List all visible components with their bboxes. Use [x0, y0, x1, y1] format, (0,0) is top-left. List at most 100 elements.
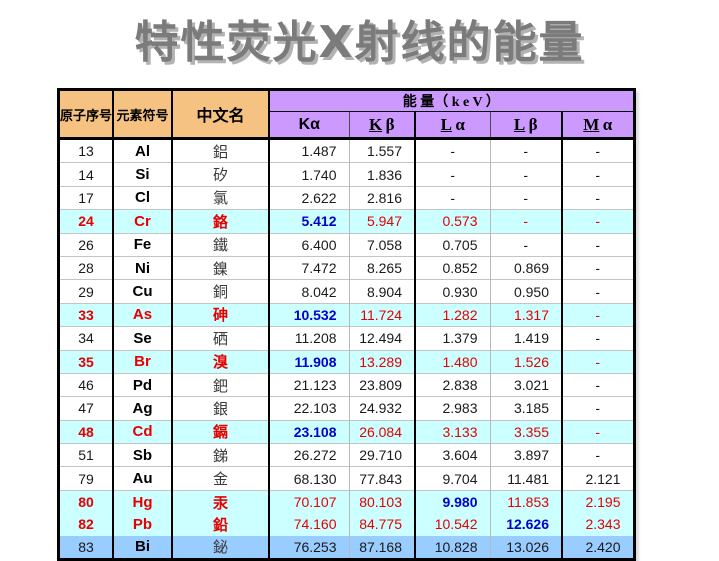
cell-element-symbol: Br — [113, 350, 174, 374]
table-row-fe: 26 Fe 鐵 6.400 7.058 0.705- - — [58, 233, 635, 257]
cell-atomic-number: 82 — [58, 513, 115, 536]
table-row-sb: 51 Sb 銻 26.272 29.710 3.604 3.897 - — [58, 443, 635, 467]
cell-energy-lbeta: - — [490, 186, 564, 210]
cell-energy-lbeta: 1.419 — [490, 326, 564, 351]
cell-energy-kbeta: 11.724 — [349, 303, 417, 327]
cell-chinese-name: 氯 — [172, 186, 271, 210]
cell-energy-lalpha: 2.983 — [415, 396, 491, 421]
cell-chinese-name: 鉛 — [172, 513, 271, 536]
header-element-symbol: 元素符号 — [113, 89, 174, 140]
cell-element-symbol: Ni — [113, 256, 174, 280]
cell-energy-kalpha: 68.130 — [269, 466, 350, 491]
cell-energy-lbeta: - — [490, 138, 564, 163]
cell-atomic-number: 28 — [58, 256, 115, 280]
cell-energy-lalpha: - — [415, 186, 491, 210]
cell-element-symbol: Al — [113, 138, 174, 163]
cell-energy-lalpha: 0.930 — [415, 279, 491, 304]
cell-energy-kalpha: 23.108 — [269, 420, 350, 444]
cell-energy-lalpha: 3.133 — [415, 420, 491, 444]
cell-energy-lalpha: 0.852 — [415, 256, 491, 280]
cell-chinese-name: 矽 — [172, 162, 271, 187]
cell-energy-malpha: - — [595, 447, 601, 464]
cell-energy-kbeta: 8.265 — [349, 256, 417, 280]
header-m-alpha: M α — [562, 111, 635, 140]
cell-energy-lalpha: 10.542 — [415, 513, 491, 536]
cell-chinese-name: 鎳 — [172, 256, 271, 280]
cell-element-symbol: Sb — [113, 443, 174, 467]
cell-chinese-name: 砷 — [172, 303, 271, 327]
cell-energy-malpha: 2.343 — [585, 516, 621, 533]
cell-chinese-name: 鋁 — [172, 138, 271, 163]
table-row-cd: 48 Cd 鎘 23.108 26.084 3.133 3.355 - — [58, 420, 635, 444]
header-row-sub: Kα K β L α L β M α — [59, 111, 635, 140]
cell-energy-lbeta: 11.853 — [490, 490, 564, 514]
cell-energy-kalpha: 21.123 — [269, 373, 350, 397]
table-row-cr: 24 Cr 鉻 5.412 5.947 0.573- - — [58, 209, 635, 234]
cell-energy-lalpha: 0.573 — [415, 209, 491, 234]
cell-energy-kalpha: 7.472 — [269, 256, 350, 280]
table-row-si: 14 Si 矽 1.740 1.836- - - — [58, 162, 635, 187]
cell-chinese-name: 鐵 — [172, 233, 271, 257]
table-row-br: 35 Br 溴 11.908 13.289 1.480 1.526 - — [58, 350, 635, 374]
cell-chinese-name: 鉻 — [172, 209, 271, 234]
energy-table: 原子序号 元素符号 中文名 能 量（ k e V ） Kα K β L α L … — [57, 88, 636, 561]
cell-energy-kalpha: 5.412 — [269, 209, 350, 234]
cell-element-symbol: Se — [113, 326, 174, 351]
table-row-pd: 46 Pd 鈀 21.123 23.809 2.838 3.021 - — [58, 373, 635, 397]
cell-element-symbol: Au — [113, 466, 174, 491]
cell-energy-malpha: - — [595, 400, 601, 417]
cell-energy-kbeta: 84.775 — [349, 513, 417, 536]
cell-energy-kalpha: 11.208 — [269, 326, 350, 351]
cell-energy-malpha: - — [595, 306, 601, 323]
cell-energy-lalpha: 0.705 — [415, 233, 491, 257]
cell-energy-kalpha: 22.103 — [269, 396, 350, 421]
cell-energy-malpha: - — [595, 330, 601, 347]
cell-chinese-name: 硒 — [172, 326, 271, 351]
cell-chinese-name: 金 — [172, 466, 271, 491]
cell-atomic-number: 35 — [58, 350, 115, 374]
cell-atomic-number: 29 — [58, 279, 115, 304]
cell-energy-kbeta: 77.843 — [349, 466, 417, 491]
cell-energy-lalpha: 9.980 — [415, 490, 491, 514]
cell-energy-malpha: - — [595, 213, 601, 230]
cell-energy-lalpha: 2.838 — [415, 373, 491, 397]
cell-atomic-number: 14 — [58, 162, 115, 187]
cell-energy-kalpha: 11.908 — [269, 350, 350, 374]
cell-chinese-name: 銅 — [172, 279, 271, 304]
header-chinese-name: 中文名 — [172, 89, 271, 140]
cell-energy-malpha: - — [595, 236, 601, 253]
table-row-se: 34 Se 硒 11.208 12.494 1.379 1.419 - — [58, 326, 635, 351]
cell-energy-lalpha: 1.480 — [415, 350, 491, 374]
cell-element-symbol: Cl — [113, 186, 174, 210]
header-k-beta: K β — [349, 111, 417, 140]
cell-element-symbol: Bi — [113, 535, 174, 560]
table-row-ag: 47 Ag 銀 22.103 24.932 2.983 3.185 - — [58, 396, 635, 421]
cell-element-symbol: Cr — [113, 209, 174, 234]
cell-energy-kbeta: 7.058 — [349, 233, 417, 257]
cell-energy-lalpha: 1.379 — [415, 326, 491, 351]
cell-energy-malpha: - — [595, 423, 601, 440]
cell-energy-lalpha: 1.282 — [415, 303, 491, 327]
cell-atomic-number: 33 — [58, 303, 115, 327]
header-row-top: 原子序号 元素符号 中文名 能 量（ k e V ） — [58, 89, 635, 140]
cell-energy-malpha: - — [595, 166, 601, 183]
table-row-pb: 82 Pb 鉛 74.160 84.775 10.542 12.626 2.343 — [58, 513, 635, 536]
cell-chinese-name: 鉍 — [172, 535, 271, 560]
cell-energy-lbeta: 0.950 — [490, 279, 564, 304]
cell-energy-lbeta: 1.317 — [490, 303, 564, 327]
cell-energy-malpha: - — [595, 189, 601, 206]
cell-energy-lbeta: 13.026 — [490, 535, 564, 560]
cell-energy-kalpha: 1.740 — [269, 162, 350, 187]
cell-energy-malpha: - — [595, 353, 601, 370]
table-row-al: 13 Al 鋁 1.487 1.557- - - — [58, 138, 635, 163]
header-atomic-number: 原子序号 — [58, 89, 115, 140]
page-title: 特性荧光X射线的能量 — [134, 17, 585, 68]
cell-energy-malpha: 2.195 — [585, 494, 621, 511]
cell-energy-kalpha: 26.272 — [269, 443, 350, 467]
cell-atomic-number: 47 — [58, 396, 115, 421]
table-row-ni: 28 Ni 鎳 7.472 8.265 0.852 0.869 - — [58, 256, 635, 280]
cell-energy-lbeta: 3.355 — [490, 420, 564, 444]
cell-element-symbol: As — [113, 303, 174, 327]
cell-energy-kalpha: 1.487 — [269, 138, 350, 163]
header-l-beta: L β — [490, 111, 564, 140]
